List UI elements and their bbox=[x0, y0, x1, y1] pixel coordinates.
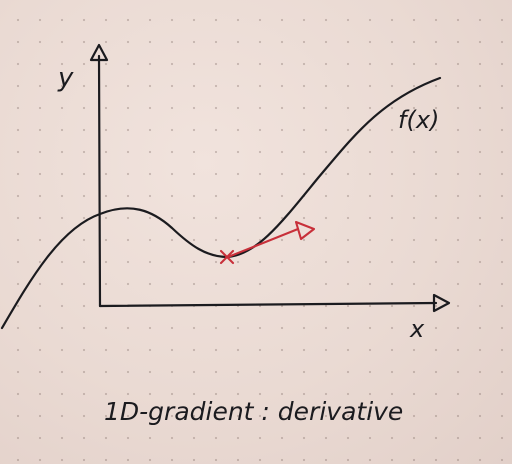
x-axis-line bbox=[98, 301, 438, 308]
x-axis-arrowhead bbox=[432, 293, 451, 313]
y-axis-line bbox=[97, 54, 102, 308]
caption: 1D-gradient : derivative bbox=[104, 397, 403, 426]
curve-label: f(x) bbox=[398, 106, 439, 134]
x-axis-label: x bbox=[409, 315, 425, 343]
gradient-arrow-shaft bbox=[226, 227, 300, 259]
y-axis-label: y bbox=[57, 63, 74, 93]
function-curve bbox=[0, 76, 442, 330]
gradient-arrowhead bbox=[294, 220, 316, 241]
y-axis-arrowhead bbox=[89, 43, 109, 62]
